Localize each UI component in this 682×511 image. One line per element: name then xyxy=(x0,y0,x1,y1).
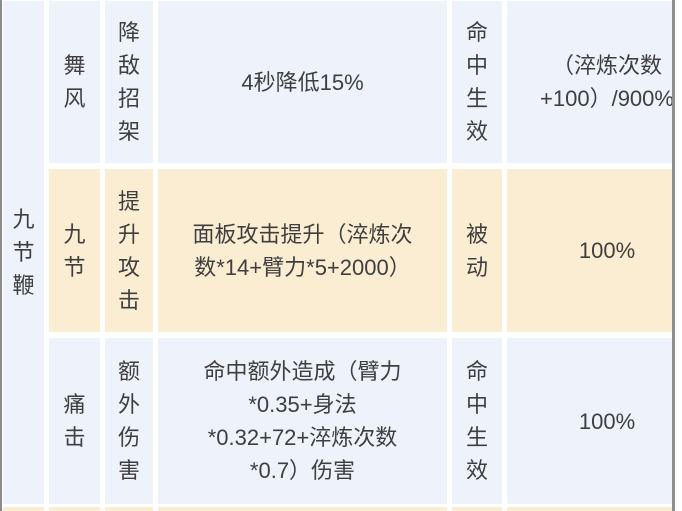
chance-value-cell-row1: （淬炼次数 +100）/900% xyxy=(507,1,682,163)
chance-value-text: 100% xyxy=(578,408,636,434)
skill-type-label: 降敌招架 xyxy=(117,20,140,144)
skill-name-cell-row3: 痛击 xyxy=(49,338,100,504)
trigger-condition-cell-row3: 命中生效 xyxy=(452,338,502,504)
weapon-name-label: 九节鞭 xyxy=(12,207,35,298)
next-row-partial-cell xyxy=(3,507,44,511)
skill-name-label: 九节 xyxy=(63,221,86,280)
skill-description-text: 面板攻击提升（淬炼次 数*14+臂力*5+2000） xyxy=(192,221,413,280)
table-right-border xyxy=(672,0,675,511)
chance-value-cell-row3: 100% xyxy=(507,338,682,504)
skill-name-cell-row2: 九节 xyxy=(49,169,100,332)
skill-description-text: 命中额外造成（臂力 *0.35+身法 *0.32+72+淬炼次数 *0.7）伤害 xyxy=(203,359,402,483)
next-row-partial-cell xyxy=(105,507,153,511)
chance-value-cell-row2: 100% xyxy=(507,169,682,332)
next-row-partial-cell xyxy=(49,507,100,511)
skill-type-cell-row2: 提升攻击 xyxy=(105,169,153,332)
skill-description-text: 4秒降低15% xyxy=(241,69,364,95)
chance-value-text: 100% xyxy=(578,238,636,263)
next-row-partial-cell xyxy=(158,507,447,511)
trigger-condition-cell-row1: 命中生效 xyxy=(452,1,502,163)
trigger-condition-label: 命中生效 xyxy=(465,20,488,144)
skill-description-cell-row2: 面板攻击提升（淬炼次 数*14+臂力*5+2000） xyxy=(158,169,447,332)
next-row-partial-cell xyxy=(452,507,502,511)
skill-description-cell-row1: 4秒降低15% xyxy=(158,1,447,163)
skill-type-cell-row1: 降敌招架 xyxy=(105,1,153,163)
skill-name-cell-row1: 舞风 xyxy=(49,1,100,163)
trigger-condition-cell-row2: 被动 xyxy=(452,169,502,332)
skill-name-label: 痛击 xyxy=(63,392,86,450)
chance-value-text: （淬炼次数 +100）/900% xyxy=(540,53,674,111)
weapon-skill-table: 九节鞭 舞风 降敌招架 4秒降低15% 命中生效 （淬炼次数 +100）/900… xyxy=(3,1,682,511)
next-row-partial-cell xyxy=(507,507,682,511)
skill-description-cell-row3: 命中额外造成（臂力 *0.35+身法 *0.32+72+淬炼次数 *0.7）伤害 xyxy=(158,338,447,504)
table-left-border xyxy=(0,0,2,511)
right-edge-mask xyxy=(675,0,682,511)
skill-type-label: 额外伤害 xyxy=(117,359,140,483)
skill-type-cell-row3: 额外伤害 xyxy=(105,338,153,504)
weapon-name-cell: 九节鞭 xyxy=(3,1,44,504)
skill-type-label: 提升攻击 xyxy=(117,188,140,313)
skill-name-label: 舞风 xyxy=(63,53,86,111)
trigger-condition-label: 被动 xyxy=(465,221,488,280)
trigger-condition-label: 命中生效 xyxy=(465,359,488,483)
